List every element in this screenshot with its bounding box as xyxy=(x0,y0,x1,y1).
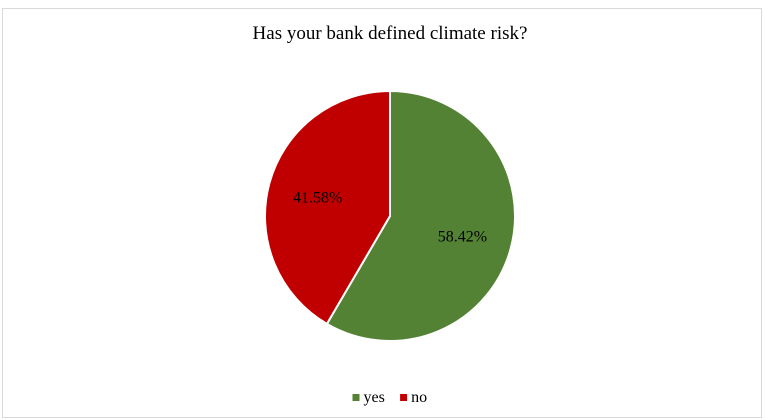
legend-swatch-no xyxy=(400,394,408,401)
legend-label-yes: yes xyxy=(364,389,385,406)
legend: yes no xyxy=(352,389,427,406)
slice-labels: 58.42% 41.58% xyxy=(293,189,487,245)
pie-slice-no xyxy=(264,89,391,326)
pie-slice-yes xyxy=(325,89,516,342)
chart-title: Has your bank defined climate risk? xyxy=(253,23,528,44)
slice-label-yes: 58.42% xyxy=(438,229,487,246)
slice-label-no: 41.58% xyxy=(293,189,342,206)
pie-slices xyxy=(264,89,516,342)
chart-frame xyxy=(2,8,762,418)
legend-label-no: no xyxy=(411,389,427,406)
legend-swatch-yes xyxy=(352,394,360,401)
